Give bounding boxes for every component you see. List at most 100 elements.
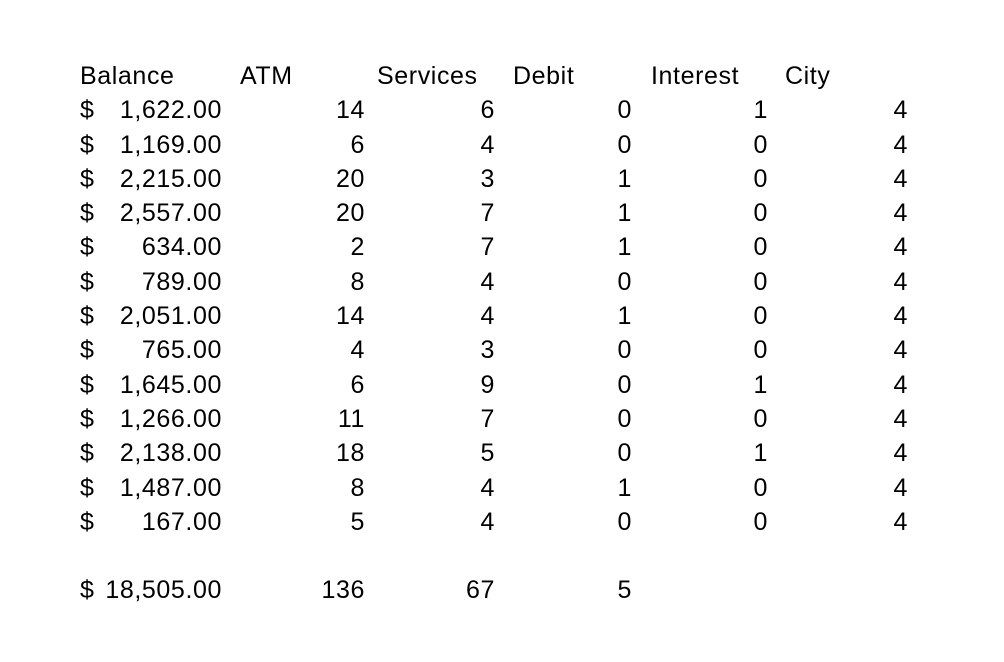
table-row: $2,051.00 14 4 1 0 4: [80, 299, 909, 333]
cell-interest: 0: [753, 164, 768, 193]
currency-symbol: $: [80, 404, 95, 433]
currency-symbol: $: [80, 473, 95, 502]
cell-atm: 2: [350, 233, 365, 262]
cell-debit: 1: [617, 473, 632, 502]
table-row: $1,645.00 6 9 0 1 4: [80, 368, 909, 402]
cell-atm: 8: [350, 267, 365, 296]
cell-balance-amount: 2,051.00: [119, 302, 222, 331]
total-balance-amount: 18,505.00: [105, 576, 222, 605]
total-atm: 136: [321, 576, 365, 605]
cell-city: 4: [893, 130, 908, 159]
cell-balance-amount: 765.00: [141, 336, 222, 365]
cell-balance-amount: 2,557.00: [119, 199, 222, 228]
cell-city: 4: [893, 199, 908, 228]
table-body: $1,622.00 14 6 0 1 4 $1,169.00 6 4 0 0 4 $2,215.00 20…: [80, 93, 909, 539]
cell-interest: 0: [753, 302, 768, 331]
cell-city: 4: [893, 267, 908, 296]
cell-interest: 0: [753, 336, 768, 365]
column-header-city: City: [785, 62, 831, 90]
table-row: $1,487.00 8 4 1 0 4: [80, 471, 909, 505]
cell-debit: 0: [617, 336, 632, 365]
cell-balance-amount: 1,645.00: [119, 370, 222, 399]
currency-symbol: $: [80, 302, 95, 331]
column-header-balance: Balance: [80, 62, 175, 90]
cell-services: 4: [480, 507, 495, 536]
header-row: Balance ATM Services Debit Interest City: [80, 59, 909, 93]
totals-row: $ 18,505.00 136 67 5: [80, 573, 909, 607]
cell-atm: 14: [335, 96, 365, 125]
table-row: $1,266.00 11 7 0 0 4: [80, 402, 909, 436]
cell-services: 7: [480, 233, 495, 262]
cell-debit: 0: [617, 507, 632, 536]
cell-balance: $2,557.00: [80, 196, 240, 230]
table-row: $1,169.00 6 4 0 0 4: [80, 128, 909, 162]
cell-services: 3: [480, 336, 495, 365]
cell-balance-amount: 1,266.00: [119, 404, 222, 433]
cell-balance: $1,645.00: [80, 368, 240, 402]
total-city: [785, 573, 909, 607]
cell-balance-amount: 1,169.00: [119, 130, 222, 159]
cell-services: 4: [480, 302, 495, 331]
cell-services: 9: [480, 370, 495, 399]
total-balance: $ 18,505.00: [80, 573, 240, 607]
table-row: $2,138.00 18 5 0 1 4: [80, 436, 909, 470]
cell-balance: $1,622.00: [80, 93, 240, 127]
cell-debit: 0: [617, 404, 632, 433]
cell-city: 4: [893, 336, 908, 365]
cell-debit: 0: [617, 267, 632, 296]
cell-atm: 20: [335, 199, 365, 228]
cell-debit: 0: [617, 130, 632, 159]
cell-debit: 1: [617, 302, 632, 331]
cell-services: 4: [480, 473, 495, 502]
worksheet-table: Balance ATM Services Debit Interest City…: [80, 59, 909, 608]
cell-balance: $2,215.00: [80, 162, 240, 196]
cell-interest: 0: [753, 473, 768, 502]
cell-interest: 0: [753, 507, 768, 536]
cell-balance: $789.00: [80, 265, 240, 299]
cell-debit: 0: [617, 370, 632, 399]
cell-interest: 1: [753, 439, 768, 468]
cell-balance: $167.00: [80, 505, 240, 539]
cell-atm: 5: [350, 507, 365, 536]
table-row: $789.00 8 4 0 0 4: [80, 265, 909, 299]
cell-interest: 1: [753, 370, 768, 399]
currency-symbol: $: [80, 199, 95, 228]
cell-balance-amount: 2,215.00: [119, 164, 222, 193]
cell-balance-amount: 1,622.00: [119, 96, 222, 125]
currency-symbol: $: [80, 370, 95, 399]
currency-symbol: $: [80, 130, 95, 159]
total-interest: [651, 573, 785, 607]
cell-balance: $634.00: [80, 230, 240, 264]
cell-balance-amount: 167.00: [141, 507, 222, 536]
cell-balance-amount: 1,487.00: [119, 473, 222, 502]
cell-city: 4: [893, 302, 908, 331]
cell-services: 7: [480, 199, 495, 228]
cell-city: 4: [893, 233, 908, 262]
column-header-atm: ATM: [240, 62, 293, 90]
cell-debit: 1: [617, 164, 632, 193]
cell-interest: 0: [753, 130, 768, 159]
column-header-interest: Interest: [651, 62, 740, 90]
cell-interest: 0: [753, 404, 768, 433]
total-debit: 5: [617, 576, 632, 605]
cell-atm: 4: [350, 336, 365, 365]
cell-services: 3: [480, 164, 495, 193]
cell-balance-amount: 789.00: [141, 267, 222, 296]
cell-debit: 1: [617, 199, 632, 228]
cell-atm: 8: [350, 473, 365, 502]
cell-interest: 0: [753, 233, 768, 262]
currency-symbol: $: [80, 233, 95, 262]
cell-services: 6: [480, 96, 495, 125]
cell-balance: $2,051.00: [80, 299, 240, 333]
currency-symbol: $: [80, 96, 95, 125]
column-header-services: Services: [377, 62, 478, 90]
currency-symbol: $: [80, 267, 95, 296]
currency-symbol: $: [80, 576, 95, 605]
table-row: $1,622.00 14 6 0 1 4: [80, 93, 909, 127]
cell-city: 4: [893, 164, 908, 193]
currency-symbol: $: [80, 336, 95, 365]
cell-interest: 0: [753, 199, 768, 228]
table-row: $2,557.00 20 7 1 0 4: [80, 196, 909, 230]
cell-debit: 1: [617, 233, 632, 262]
cell-services: 4: [480, 130, 495, 159]
